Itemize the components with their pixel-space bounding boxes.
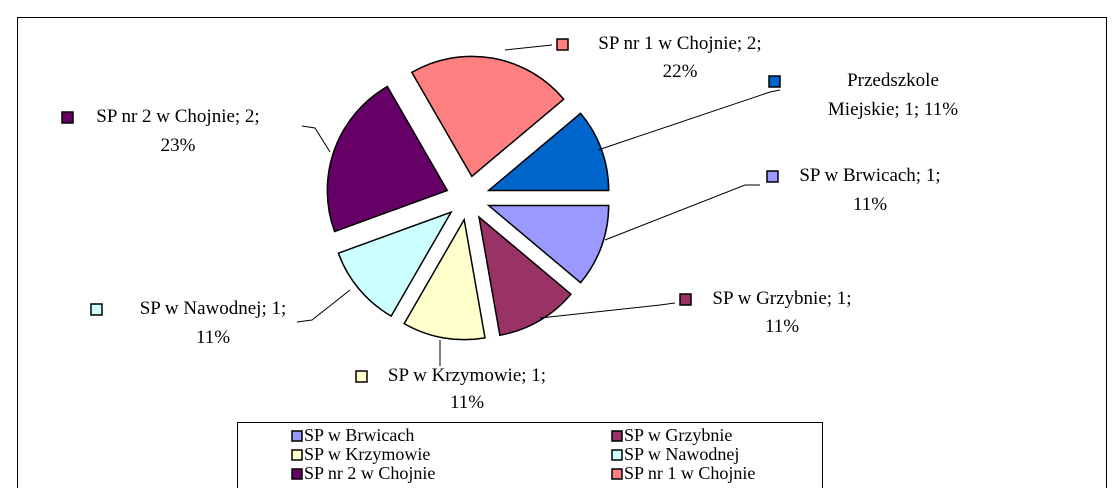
leader-line xyxy=(539,302,676,319)
data-label: SP w Grzybnie; 1; 11% xyxy=(712,288,851,337)
leader-line xyxy=(296,289,351,323)
legend-label: SP w Nawodnej xyxy=(624,444,739,464)
label-marker xyxy=(90,303,103,316)
data-label: Przedszkole Miejskie; 1; 11% xyxy=(828,70,958,120)
pie-slice xyxy=(326,85,449,233)
data-label: SP w Brwicach; 1; 11% xyxy=(799,165,940,215)
legend-label: SP nr 1 w Chojnie xyxy=(624,463,755,483)
legend-label: SP w Grzybnie xyxy=(624,425,732,445)
legend-box xyxy=(237,422,823,488)
label-marker xyxy=(768,75,781,88)
leader-line xyxy=(504,44,553,51)
legend-swatch xyxy=(611,449,623,461)
label-marker xyxy=(679,293,692,306)
legend-label: SP nr 2 w Chojnie xyxy=(304,463,435,483)
pie-slice xyxy=(486,112,610,192)
label-marker xyxy=(556,38,569,51)
pie-slice xyxy=(477,215,572,337)
legend-swatch xyxy=(611,430,623,442)
pie-slice xyxy=(337,210,453,318)
legend: SP w Brwicach SP w Grzybnie SP w Krzymowie… xyxy=(291,425,755,483)
data-label: SP nr 1 w Chojnie; 2; 22% xyxy=(598,33,761,82)
leader-line xyxy=(604,184,760,241)
legend-label: SP w Brwicach xyxy=(304,425,414,445)
leader-line xyxy=(597,89,781,151)
label-marker xyxy=(355,370,368,383)
label-marker xyxy=(766,170,779,183)
legend-swatch xyxy=(291,468,303,480)
legend-label: SP w Krzymowie xyxy=(304,444,430,464)
pie-slice xyxy=(403,217,486,341)
data-label: SP nr 2 w Chojnie; 2; 23% xyxy=(96,106,259,156)
pie-slice xyxy=(486,204,610,284)
data-label: SP w Krzymowie; 1; 11% xyxy=(388,365,546,413)
data-label: SP w Nawodnej; 1; 11% xyxy=(140,298,287,348)
label-marker xyxy=(61,111,74,124)
pie-slice xyxy=(410,55,565,178)
legend-swatch xyxy=(291,430,303,442)
legend-swatch xyxy=(611,468,623,480)
leader-line xyxy=(301,125,331,153)
legend-swatch xyxy=(291,449,303,461)
